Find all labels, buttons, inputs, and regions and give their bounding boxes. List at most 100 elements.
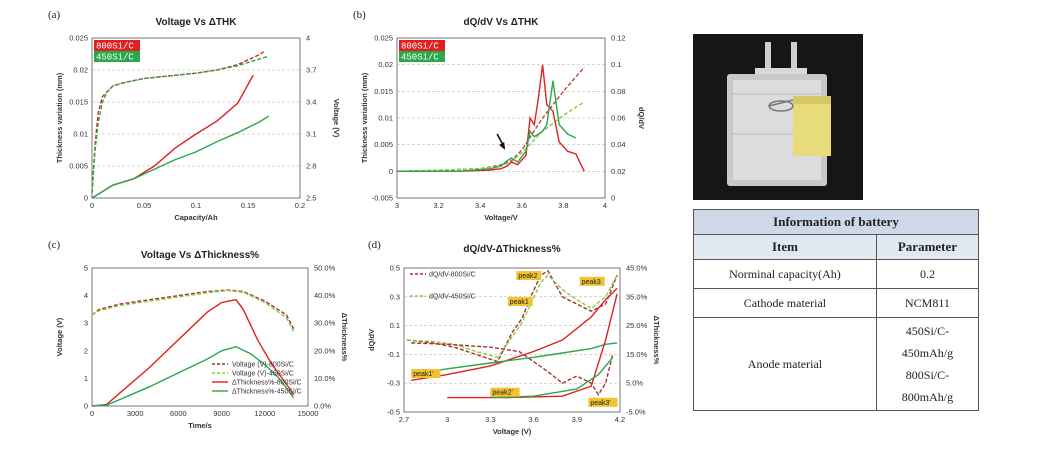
x-tick-label: 3.6 (528, 415, 538, 424)
y2-tick-label: 3.4 (306, 98, 316, 107)
anode-line: 800Si/C- (905, 368, 950, 382)
x-tick-label: 3 (395, 201, 399, 210)
panel-c: (c) Voltage Vs ΔThickness% 0 1 2 3 4 5 0.0% 10.0%… (40, 238, 360, 453)
x-tick-label: 4.2 (615, 415, 625, 424)
y2-axis-label: dQ/dV (637, 107, 646, 129)
peak-label: peak1 (510, 299, 529, 306)
series-line (91, 55, 270, 193)
y2-tick-label: 0.08 (611, 87, 626, 96)
legend-label: 800Si/C (401, 42, 439, 52)
panel-label: (a) (48, 9, 61, 21)
series-line (91, 298, 295, 407)
x-tick-label: 3.6 (517, 201, 527, 210)
x-tick-label: 2.7 (399, 415, 409, 424)
plot-frame (403, 267, 621, 413)
legend-label: ΔThickness%-800Si/C (232, 380, 302, 387)
legend-label: 450Si/C (401, 53, 439, 63)
x-axis-label: Voltage/V (484, 213, 518, 222)
x-tick-label: 3 (445, 415, 449, 424)
panel-label: (b) (353, 9, 366, 21)
y-tick-label: 0.025 (374, 34, 393, 43)
peak-badge (490, 387, 520, 397)
chart-title: Voltage Vs ΔThickness% (141, 250, 259, 261)
x-tick-label: 3.4 (475, 201, 485, 210)
legend-label: dQ/dV-800Si/C (429, 272, 476, 279)
y2-tick-label: 0.1 (611, 60, 621, 69)
row-value-anode: 450Si/C- 450mAh/g 800Si/C- 800mAh/g (875, 317, 980, 411)
plot-frame (91, 37, 301, 199)
row-item: Cathode material (693, 288, 877, 318)
y2-axis-label: ΔThickness% (652, 316, 661, 365)
row-value: NCM811 (875, 288, 980, 318)
y2-tick-label: 0 (611, 194, 615, 203)
y2-tick-label: 0.06 (611, 114, 626, 123)
peak-badge (588, 397, 618, 407)
y-axis-label: Thickness variation (mm) (55, 72, 64, 163)
series-line (91, 289, 295, 332)
y2-tick-label: 0.02 (611, 167, 626, 176)
peak-label: peak2' (492, 390, 512, 397)
series-line (91, 345, 295, 407)
y2-tick-label: 3.1 (306, 130, 316, 139)
chart-title: Voltage Vs ΔTHK (156, 17, 238, 28)
row-value: 0.2 (875, 259, 980, 289)
series-line (396, 101, 585, 172)
y2-tick-label: 15.0% (626, 350, 648, 359)
row-item: Norminal capacity(Ah) (693, 259, 877, 289)
chart-dqdv-thickness-pct: (d) dQ/dV-ΔThickness% -0.5 -0.3 -0.1 0.1 0.3 0.… (367, 239, 661, 436)
y2-tick-label: 3.7 (306, 66, 316, 75)
x-tick-label: 0 (90, 409, 94, 418)
series-line (397, 64, 585, 173)
legend-label: Voltage (V)-450Si/C (232, 371, 294, 378)
y2-tick-label: 20.0% (314, 346, 336, 355)
chart-dqdv-vs-thk: (b) dQ/dV Vs ΔTHK -0.005 0 0.005 0.01 0.015 0.0… (353, 9, 646, 222)
x-tick-label: 12000 (254, 409, 275, 418)
chart-title: dQ/dV-ΔThickness% (463, 244, 560, 255)
y-tick-label: 0.015 (69, 98, 88, 107)
series-line (91, 115, 270, 199)
series-line (411, 287, 618, 381)
x-tick-label: 15000 (298, 409, 319, 418)
peak-badge (411, 369, 441, 378)
peak-label: peak3 (582, 279, 601, 286)
panel-b: (b) dQ/dV Vs ΔTHK -0.005 0 0.005 0.01 0.015 0.0… (345, 9, 646, 225)
y-tick-label: -0.1 (387, 350, 400, 359)
chart-voltage-vs-thickness-pct: (c)Voltage Vs ΔThickness%0123450.0%10.0%… (48, 239, 349, 430)
x-tick-label: 0 (90, 201, 94, 210)
table-row: Cathode material NCM811 (693, 288, 980, 318)
y-tick-label: 4 (84, 291, 88, 300)
y2-tick-label: 35.0% (626, 292, 648, 301)
series-line (406, 274, 618, 359)
series-line (91, 51, 264, 193)
y2-tick-label: 25.0% (626, 321, 648, 330)
x-tick-label: 0.2 (295, 201, 305, 210)
peak-badge (579, 276, 605, 286)
y-tick-label: 0 (389, 167, 393, 176)
peak-badge (507, 297, 533, 306)
legend-swatch (399, 51, 445, 62)
arrow-head-icon (499, 142, 506, 150)
y2-tick-label: 10.0% (314, 374, 336, 383)
legend-label: Voltage (V)-800Si/C (232, 362, 294, 369)
y2-tick-label: 2.8 (306, 162, 316, 171)
x-tick-label: 3.9 (572, 415, 582, 424)
series-line (411, 342, 614, 397)
x-axis-label: Capacity/Ah (174, 213, 218, 222)
series-line (406, 269, 618, 363)
y-tick-label: 1 (84, 374, 88, 383)
plot-frame (91, 267, 309, 407)
peak-label: peak1' (413, 371, 433, 378)
y-tick-label: 0.3 (390, 292, 400, 301)
peak-label: peak3' (590, 400, 610, 407)
y2-tick-label: -5.0% (626, 408, 646, 417)
table-row: Norminal capacity(Ah) 0.2 (693, 259, 980, 289)
y-axis-label: Thickness variation (mm) (360, 72, 369, 163)
y2-tick-label: 2.5 (306, 194, 316, 203)
y2-tick-label: 5.0% (626, 379, 643, 388)
anode-line: 450mAh/g (901, 346, 954, 360)
x-tick-label: 4 (603, 201, 607, 210)
legend-label: 800Si/C (96, 42, 134, 52)
x-tick-label: 6000 (170, 409, 187, 418)
y-tick-label: 0.01 (378, 114, 393, 123)
legend-label: dQ/dV-450Si/C (429, 294, 476, 301)
